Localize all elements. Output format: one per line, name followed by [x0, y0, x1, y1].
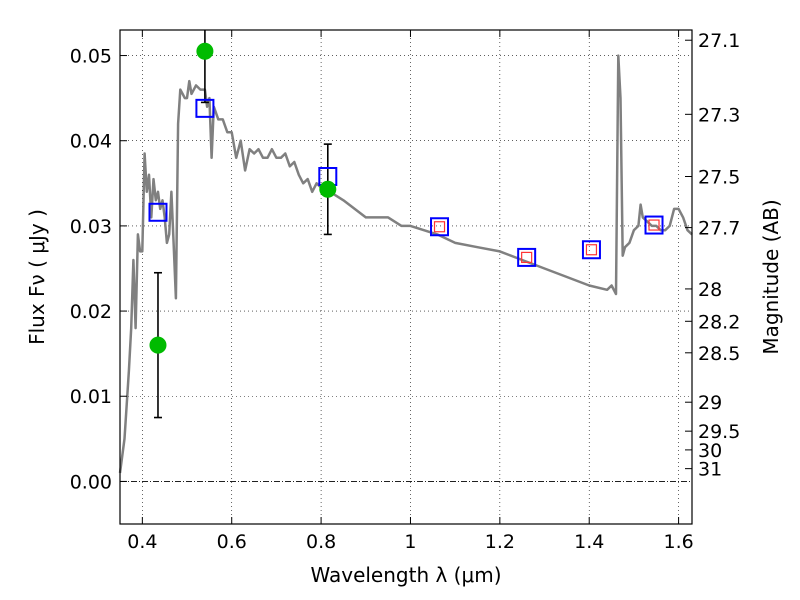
model-point-blue [148, 202, 168, 222]
y-axis-label-right: Magnitude (AB) [759, 199, 783, 354]
grid [120, 30, 692, 524]
model-point-red [521, 251, 533, 264]
mag-tick-label: 27.3 [698, 104, 740, 126]
y-tick-label: 0.03 [70, 216, 112, 238]
model-point-red [648, 219, 660, 231]
x-tick-label: 0.6 [217, 531, 247, 553]
mag-tick-label: 29 [698, 392, 722, 414]
y-tick-label: 0.02 [70, 301, 112, 323]
x-tick-label: 1.6 [663, 531, 693, 553]
mag-tick-label: 27.1 [698, 30, 740, 52]
mag-tick-label: 27.5 [698, 166, 740, 188]
y-axis-label: Flux Fν ( μJy ) [25, 209, 49, 345]
model-point-red [433, 221, 446, 233]
model-point-blue [581, 240, 601, 260]
ticks: 0.4 0.6 0.8 1 1.2 1.4 1.6 0.00 0.01 0.02 0.03 0.04 0… [70, 30, 740, 553]
mag-tick-label: 29.5 [698, 421, 740, 443]
y-tick-label: 0.05 [70, 46, 112, 68]
y-tick-label: 0.01 [70, 386, 112, 408]
observed-point [149, 336, 167, 354]
model-point-blue [644, 215, 664, 235]
x-tick-label: 1 [404, 531, 416, 553]
mag-tick-label: 28 [698, 279, 722, 301]
mag-tick-label: 31 [698, 459, 722, 481]
observed-point [196, 42, 214, 60]
y-tick-label: 0.00 [70, 471, 112, 493]
y-tick-label: 0.04 [70, 131, 112, 153]
model-point-blue [195, 98, 215, 118]
mag-tick-label: 27.7 [698, 218, 740, 240]
series-layer [118, 30, 693, 474]
x-axis-label: Wavelength λ (μm) [310, 563, 501, 587]
x-tick-label: 1.4 [574, 531, 604, 553]
mag-tick-label: 28.2 [698, 311, 740, 333]
x-tick-label: 0.4 [127, 531, 157, 553]
observed-point [319, 180, 337, 198]
model-point-red [585, 244, 598, 256]
x-tick-label: 1.2 [485, 531, 515, 553]
plot-frame [119, 29, 693, 525]
model-point-blue [430, 217, 450, 237]
mag-tick-label: 30 [698, 440, 722, 462]
mag-tick-label: 28.5 [698, 343, 740, 365]
model-point-blue [517, 247, 537, 267]
x-tick-label: 0.8 [306, 531, 336, 553]
